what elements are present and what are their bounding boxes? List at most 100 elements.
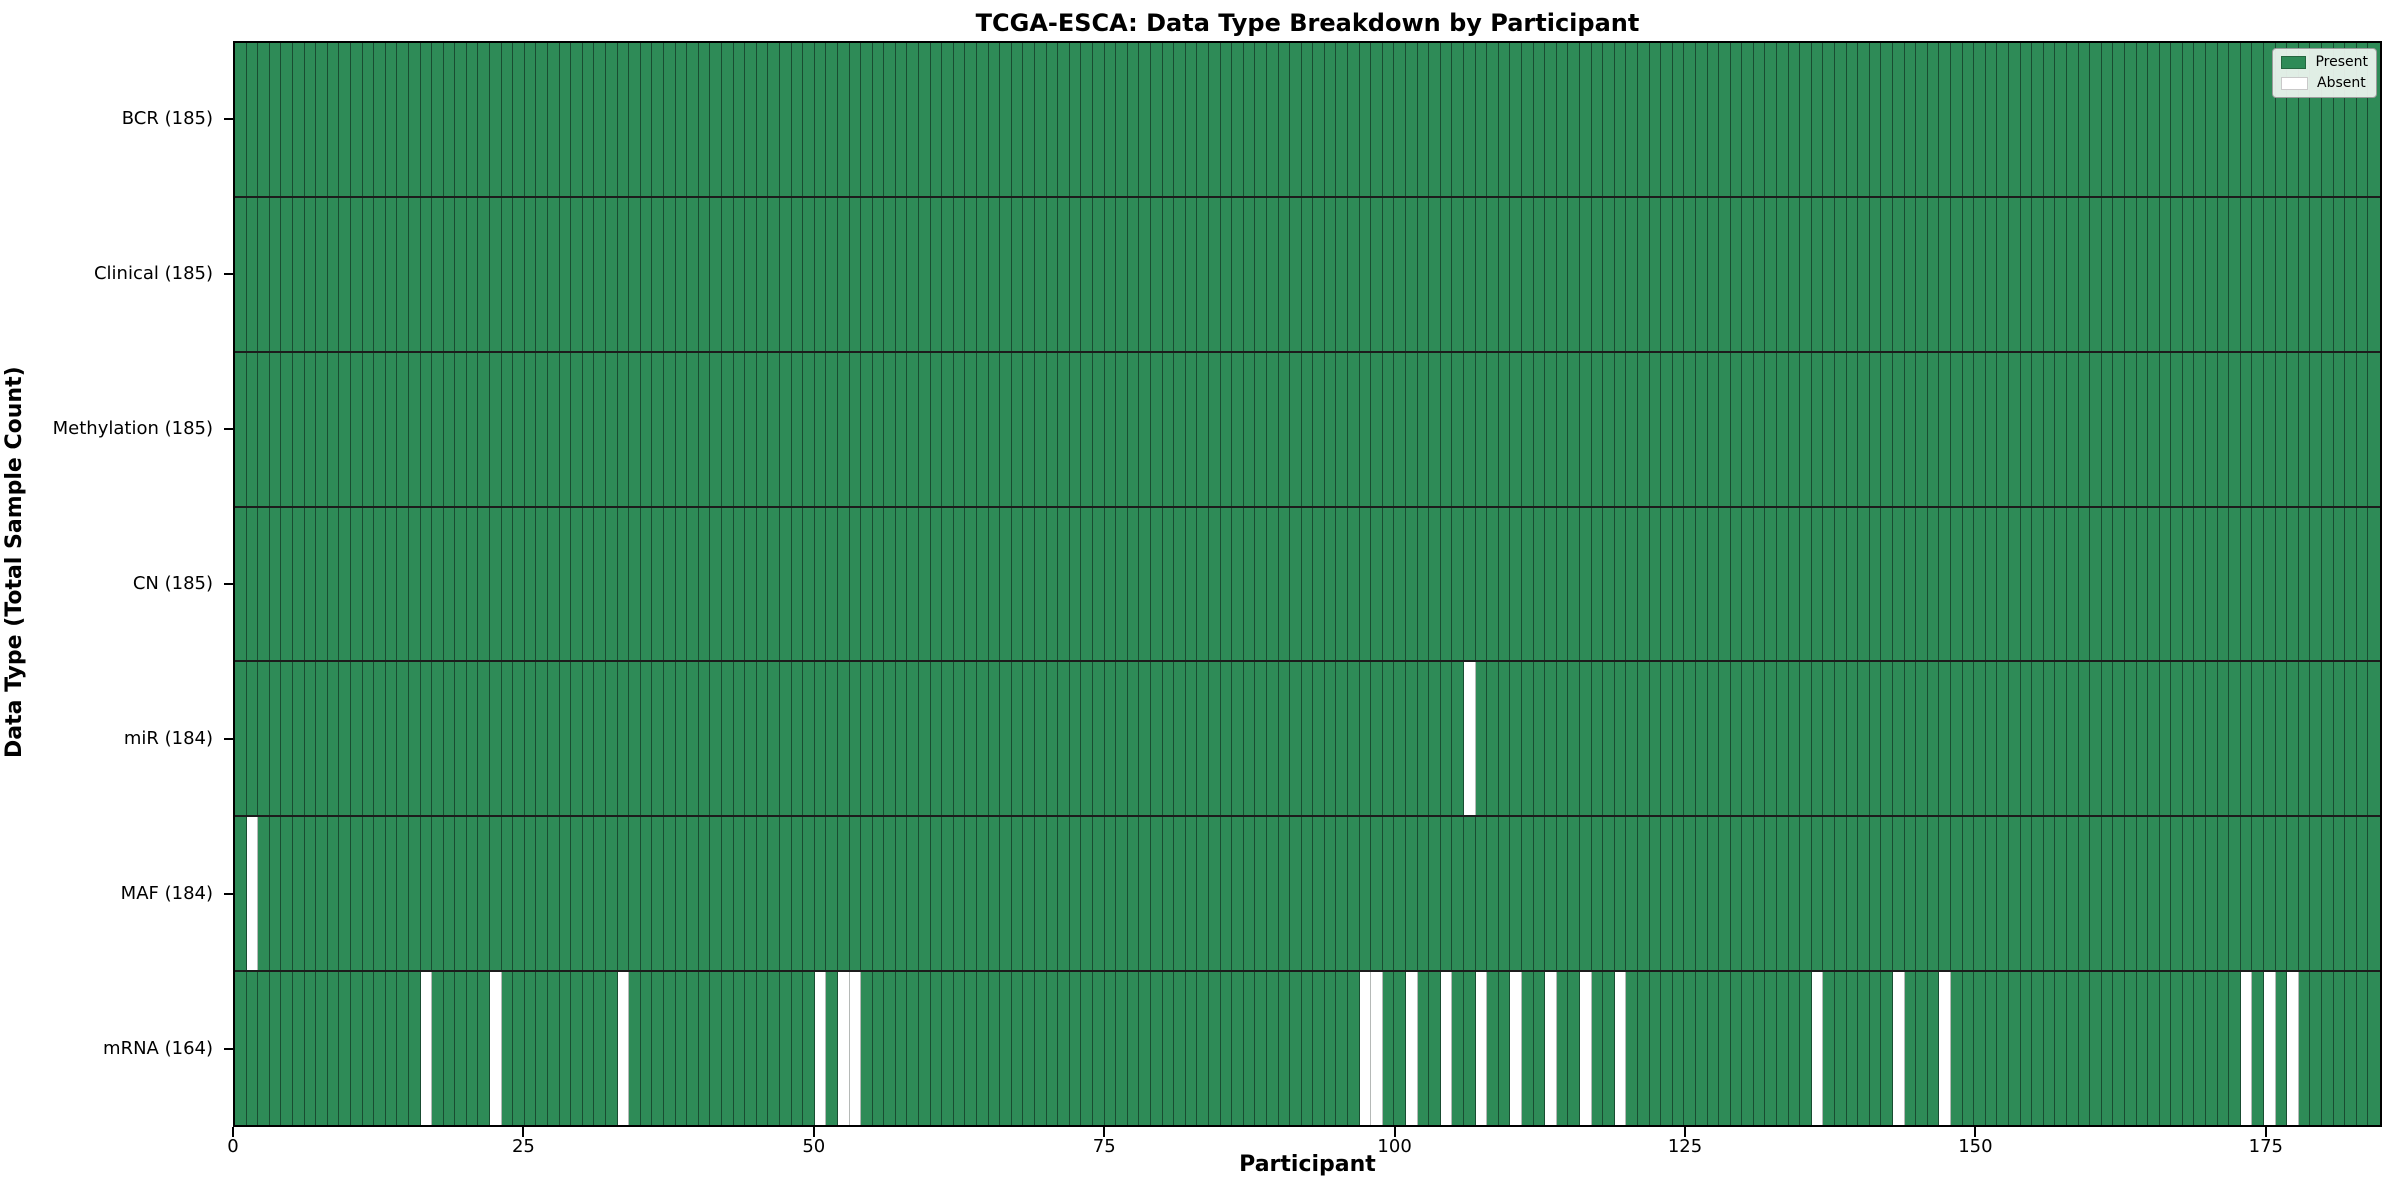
heatmap-cell: [965, 817, 978, 971]
heatmap-cell: [1742, 507, 1754, 661]
heatmap-cell: [640, 507, 653, 661]
heatmap-cell: [269, 662, 282, 816]
heatmap-cell: [374, 197, 386, 351]
heatmap-cell: [1429, 972, 1441, 1126]
heatmap-cell: [443, 662, 456, 816]
heatmap-cell: [1313, 507, 1325, 661]
heatmap-cell: [1475, 507, 1488, 661]
heatmap-cell: [2078, 197, 2091, 351]
heatmap-cell: [640, 972, 653, 1126]
heatmap-cell: [2206, 197, 2218, 351]
heatmap-cell: [339, 352, 351, 506]
heatmap-cell: [1985, 972, 1998, 1126]
heatmap-cell: [1974, 507, 1986, 661]
heatmap-cell: [1962, 662, 1975, 816]
heatmap-cell: [1208, 197, 1221, 351]
heatmap-cell: [258, 507, 270, 661]
heatmap-cell: [2055, 43, 2067, 196]
heatmap-cell: [2206, 352, 2218, 506]
heatmap-cell: [675, 197, 688, 351]
heatmap-cell: [1394, 972, 1407, 1126]
heatmap-cell: [1081, 352, 1093, 506]
heatmap-cell: [559, 507, 572, 661]
heatmap-cell: [895, 972, 908, 1126]
heatmap-cell: [1487, 972, 1499, 1126]
heatmap-cell: [1858, 43, 1870, 196]
heatmap-cell: [292, 972, 305, 1126]
heatmap-cell: [1974, 662, 1986, 816]
heatmap-cell: [1568, 43, 1580, 196]
heatmap-cell: [246, 43, 259, 196]
heatmap-cell: [652, 43, 664, 196]
heatmap-cell: [2124, 352, 2137, 506]
heatmap-cell: [2229, 972, 2241, 1126]
heatmap-cell: [721, 817, 734, 971]
heatmap-cell: [1753, 507, 1766, 661]
heatmap-cell: [872, 197, 885, 351]
heatmap-cell: [1951, 662, 1963, 816]
heatmap-cell: [2032, 197, 2044, 351]
heatmap-cell: [374, 43, 386, 196]
heatmap-cell: [1162, 662, 1175, 816]
heatmap-cell: [2252, 972, 2265, 1126]
heatmap-cell: [1417, 972, 1430, 1126]
heatmap-cell: [756, 352, 769, 506]
heatmap-cell: [1371, 817, 1383, 971]
heatmap-cell: [2252, 817, 2265, 971]
heatmap-cell: [733, 972, 746, 1126]
heatmap-cell: [1429, 507, 1441, 661]
heatmap-cell: [281, 817, 293, 971]
heatmap-cell: [2275, 352, 2288, 506]
y-tick-mark: [224, 427, 233, 430]
heatmap-cell: [513, 972, 525, 1126]
heatmap-cell: [1510, 817, 1522, 971]
heatmap-cell: [1498, 197, 1511, 351]
heatmap-cell: [687, 43, 699, 196]
heatmap-cell: [1695, 507, 1708, 661]
heatmap-cell: [2159, 197, 2172, 351]
heatmap-cell: [1568, 972, 1580, 1126]
heatmap-cell: [1139, 662, 1151, 816]
heatmap-cell: [1997, 507, 2009, 661]
heatmap-cell: [1846, 817, 1859, 971]
heatmap-cell: [304, 972, 317, 1126]
heatmap-cell: [803, 43, 815, 196]
heatmap-cell: [466, 817, 479, 971]
heatmap-cell: [2356, 817, 2369, 971]
heatmap-cell: [2101, 972, 2114, 1126]
heatmap-cell: [1313, 43, 1325, 196]
heatmap-cell: [1777, 352, 1789, 506]
heatmap-cell: [1382, 507, 1395, 661]
heatmap-row-BCR: [235, 43, 2380, 196]
heatmap-cell: [1406, 817, 1418, 971]
heatmap-cell: [1568, 817, 1580, 971]
heatmap-cell: [1290, 972, 1302, 1126]
heatmap-cell: [1603, 662, 1615, 816]
heatmap-cell: [1556, 43, 1569, 196]
heatmap-cell: [617, 662, 630, 816]
heatmap-cell: [350, 662, 363, 816]
heatmap-cell: [1023, 972, 1036, 1126]
heatmap-cell: [524, 817, 537, 971]
heatmap-cell: [1533, 662, 1546, 816]
heatmap-cell: [1058, 352, 1070, 506]
heatmap-cell: [2148, 662, 2160, 816]
heatmap-cell: [2206, 43, 2218, 196]
heatmap-cell: [1382, 43, 1395, 196]
heatmap-cell: [2078, 972, 2091, 1126]
heatmap-cell: [408, 662, 421, 816]
heatmap-cell: [408, 352, 421, 506]
heatmap-cell: [779, 197, 792, 351]
heatmap-cell: [849, 43, 862, 196]
heatmap-cell: [2345, 817, 2357, 971]
heatmap-cell: [1916, 662, 1928, 816]
heatmap-cell: [1614, 43, 1627, 196]
heatmap-cell: [1568, 352, 1580, 506]
heatmap-cell: [2368, 352, 2380, 506]
heatmap-cell: [490, 662, 502, 816]
heatmap-cell: [1429, 817, 1441, 971]
heatmap-cell: [1278, 507, 1291, 661]
heatmap-cell: [942, 817, 954, 971]
heatmap-cell: [582, 197, 595, 351]
heatmap-cell: [501, 43, 514, 196]
